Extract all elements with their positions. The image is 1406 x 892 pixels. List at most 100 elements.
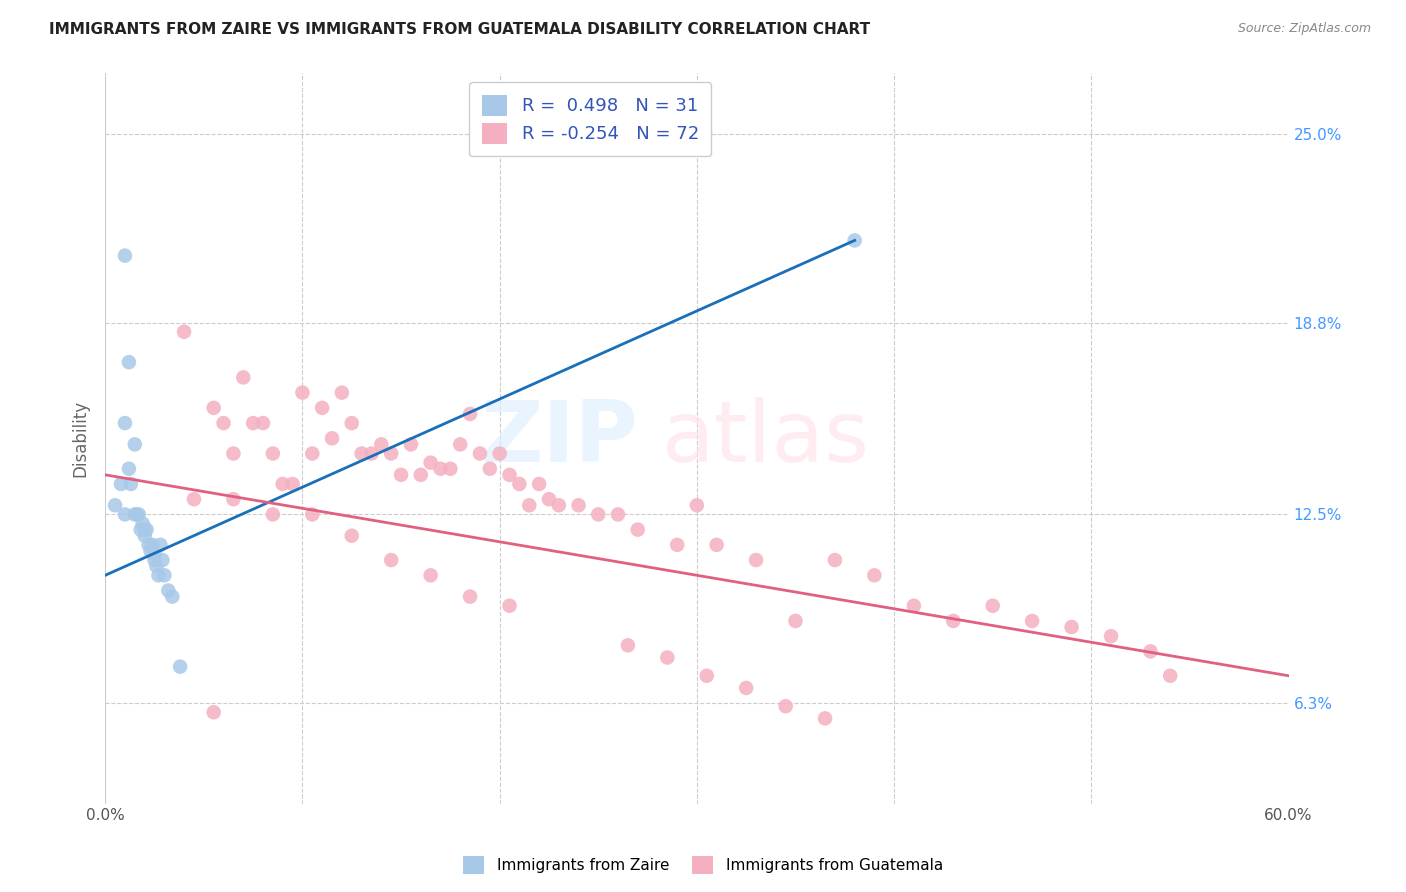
Point (202, 706, 225, 720)
Point (141, 538, 163, 552)
Point (252, 416, 274, 430)
Point (162, 590, 184, 604)
Point (498, 467, 520, 482)
Point (124, 437, 146, 451)
Point (125, 508, 148, 522)
Point (617, 638, 640, 652)
Point (419, 568, 441, 582)
Point (785, 614, 807, 628)
Point (301, 446, 323, 460)
Point (537, 492, 560, 507)
Point (1159, 669, 1181, 683)
Point (1021, 614, 1043, 628)
Point (360, 446, 382, 460)
Point (183, 492, 205, 507)
Point (114, 416, 136, 430)
Point (134, 529, 156, 543)
Point (567, 498, 589, 512)
Point (1060, 620, 1083, 634)
Point (380, 553, 402, 567)
Point (118, 355, 141, 369)
Point (458, 590, 481, 604)
Text: ZIP: ZIP (479, 397, 638, 480)
Point (863, 568, 886, 582)
Point (202, 401, 225, 415)
Point (607, 508, 630, 522)
Point (498, 599, 520, 613)
Point (706, 538, 728, 552)
Text: Source: ZipAtlas.com: Source: ZipAtlas.com (1237, 22, 1371, 36)
Point (449, 437, 471, 451)
Point (340, 416, 363, 430)
Point (340, 529, 363, 543)
Point (222, 446, 245, 460)
Point (844, 234, 866, 248)
Point (389, 467, 412, 482)
Point (212, 416, 235, 430)
Point (824, 553, 846, 567)
Point (104, 498, 127, 512)
Point (114, 508, 136, 522)
Point (120, 477, 142, 491)
Point (547, 498, 569, 512)
Point (517, 498, 540, 512)
Point (657, 650, 679, 665)
Point (139, 544, 162, 558)
Point (222, 492, 245, 507)
Point (527, 477, 550, 491)
Point (942, 614, 965, 628)
Text: atlas: atlas (661, 397, 869, 480)
Point (814, 711, 837, 725)
Point (124, 508, 146, 522)
Point (458, 407, 481, 421)
Point (775, 699, 797, 714)
Text: IMMIGRANTS FROM ZAIRE VS IMMIGRANTS FROM GUATEMALA DISABILITY CORRELATION CHART: IMMIGRANTS FROM ZAIRE VS IMMIGRANTS FROM… (49, 22, 870, 37)
Point (370, 437, 392, 451)
Point (169, 659, 191, 673)
Point (135, 523, 157, 537)
Point (321, 431, 343, 445)
Point (148, 568, 170, 582)
Point (311, 401, 333, 415)
Point (153, 568, 176, 582)
Point (118, 461, 141, 475)
Point (173, 325, 195, 339)
Point (399, 437, 422, 451)
Point (138, 538, 160, 552)
Point (110, 477, 132, 491)
Point (149, 538, 172, 552)
Point (262, 508, 284, 522)
Point (508, 477, 530, 491)
Point (439, 461, 461, 475)
Point (131, 516, 153, 531)
Point (129, 523, 152, 537)
Point (627, 523, 650, 537)
Point (588, 508, 610, 522)
Point (143, 547, 166, 561)
Point (419, 456, 441, 470)
Point (696, 669, 718, 683)
Point (666, 538, 689, 552)
Point (145, 559, 167, 574)
Legend: R =  0.498   N = 31, R = -0.254   N = 72: R = 0.498 N = 31, R = -0.254 N = 72 (470, 82, 711, 156)
Point (281, 477, 304, 491)
Point (409, 467, 432, 482)
Point (152, 553, 174, 567)
Point (735, 681, 758, 695)
Point (488, 446, 510, 460)
Point (429, 461, 451, 475)
Point (1099, 629, 1122, 643)
Point (380, 446, 402, 460)
Point (262, 446, 284, 460)
Point (686, 498, 709, 512)
Point (157, 583, 180, 598)
Point (134, 523, 156, 537)
Point (468, 446, 491, 460)
Y-axis label: Disability: Disability (72, 400, 89, 477)
Point (330, 385, 353, 400)
Point (242, 416, 264, 430)
Point (745, 553, 768, 567)
Point (271, 477, 294, 491)
Point (903, 599, 925, 613)
Point (301, 508, 323, 522)
